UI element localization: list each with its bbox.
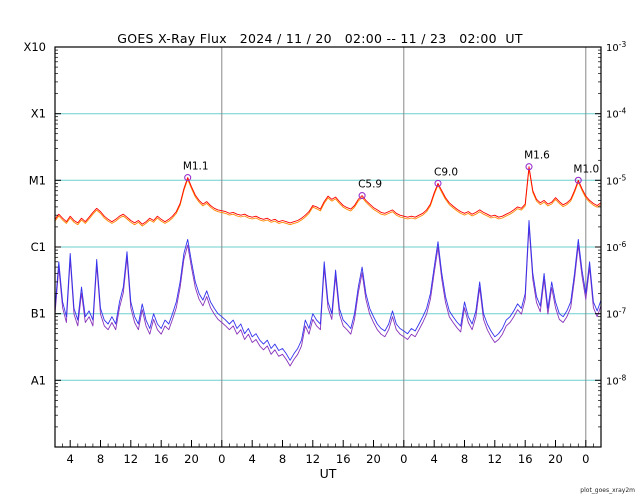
chart-title: GOES X-Ray Flux 2024 / 11 / 20 02:00 -- …	[117, 31, 523, 46]
short-flux-trace	[54, 220, 602, 361]
x-tick-label: 12	[305, 452, 320, 466]
flare-marker	[358, 192, 366, 200]
x-tick-label: 12	[123, 452, 138, 466]
y-axis-flux-label: 10-6	[606, 240, 626, 254]
long-flux-trace	[54, 166, 602, 225]
x-axis-label: UT	[319, 466, 337, 481]
y-axis-class-label: A1	[31, 373, 46, 387]
y-axis-flux-label: 10-5	[606, 173, 626, 187]
x-tick-label: 0	[400, 452, 407, 466]
flare-marker	[184, 174, 192, 182]
x-tick-label: 20	[548, 452, 563, 466]
x-tick-label: 4	[67, 452, 74, 466]
y-axis-class-label: B1	[31, 307, 46, 321]
flare-marker	[574, 176, 582, 184]
flare-label: M1.6	[524, 150, 550, 162]
x-tick-label: 8	[97, 452, 104, 466]
short-flux-trace-secondary	[54, 225, 602, 367]
y-axis-flux-label: 10-7	[606, 307, 626, 321]
x-tick-label: 16	[336, 452, 351, 466]
x-tick-label: 8	[461, 452, 468, 466]
x-tick-label: 8	[279, 452, 286, 466]
x-tick-label: 4	[249, 452, 256, 466]
watermark-text: plot_goes_xray2m	[580, 487, 635, 494]
y-axis-flux-label: 10-4	[606, 107, 626, 121]
x-tick-label: 16	[518, 452, 533, 466]
flare-marker	[434, 179, 442, 187]
flare-label: M1.0	[573, 163, 599, 175]
x-tick-label: 0	[218, 452, 225, 466]
flare-marker	[525, 163, 533, 171]
x-tick-label: 20	[184, 452, 199, 466]
y-axis-class-label: X10	[23, 40, 46, 54]
flare-label: M1.1	[183, 161, 209, 173]
flare-label: C5.9	[358, 179, 382, 191]
x-tick-label: 4	[431, 452, 438, 466]
y-axis-class-label: C1	[31, 240, 46, 254]
y-axis-class-label: M1	[29, 173, 46, 187]
long-flux-trace-secondary	[54, 168, 602, 227]
flare-label: C9.0	[434, 166, 458, 178]
y-axis-flux-label: 10-8	[606, 373, 626, 387]
y-axis-flux-label: 10-3	[606, 40, 626, 54]
x-tick-label: 16	[154, 452, 169, 466]
x-tick-label: 20	[366, 452, 381, 466]
x-tick-label: 12	[487, 452, 502, 466]
x-tick-label: 0	[582, 452, 589, 466]
y-axis-class-label: X1	[31, 107, 46, 121]
